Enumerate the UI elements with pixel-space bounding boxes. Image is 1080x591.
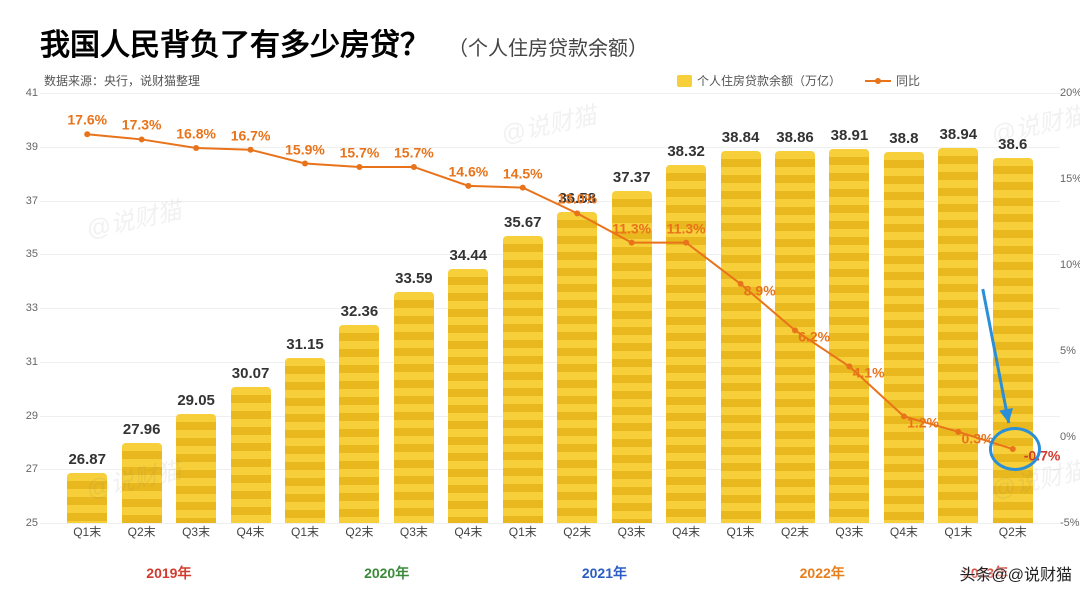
line-swatch-icon [865,80,891,82]
chart-container: 我国人民背负了有多少房贷？ （个人住房贷款余额） 数据来源：央行，说财猫整理 个… [0,0,1080,591]
x-tick: Q2末 [999,523,1027,540]
x-tick: Q4末 [454,523,482,540]
y-left-tick: 39 [12,141,38,153]
legend-bar: 个人住房贷款余额（万亿） [677,72,841,89]
y-left-tick: 37 [12,195,38,207]
year-label: 2021年 [582,563,627,583]
x-tick: Q1末 [291,523,319,540]
pct-labels-layer: 17.6% 17.3% 16.8% 16.7% 15.9% 15.7% 15.7% 14.6%… [40,93,1060,523]
y-left-tick: 27 [12,463,38,475]
x-tick: Q3末 [400,523,428,540]
legend-line: 同比 [865,72,920,89]
year-label: 2022年 [800,563,845,583]
y-axis-right: -5%0%5%10%15%20% [1060,93,1080,523]
meta-row: 数据来源：央行，说财猫整理 个人住房贷款余额（万亿） 同比 [44,72,1060,89]
year-label: 2020年 [364,563,409,583]
x-tick: Q3末 [835,523,863,540]
x-tick: Q2末 [128,523,156,540]
y-left-tick: 35 [12,248,38,260]
y-right-tick: 20% [1060,87,1080,99]
x-tick: Q1末 [73,523,101,540]
y-left-tick: 33 [12,302,38,314]
pct-label: 14.5% [503,165,543,181]
x-tick: Q4末 [672,523,700,540]
pct-label: 1.2% [907,415,939,431]
y-right-tick: 5% [1060,345,1080,357]
pct-label: 14.6% [448,163,488,179]
pct-label: 16.8% [176,126,216,142]
legend: 个人住房贷款余额（万亿） 同比 [677,72,920,89]
y-axis-left: 252729313335373941 [12,93,38,523]
plot-area: 252729313335373941 -5%0%5%10%15%20% 26.8… [40,93,1060,523]
legend-bar-label: 个人住房贷款余额（万亿） [697,72,841,89]
y-right-tick: 10% [1060,259,1080,271]
x-tick: Q2末 [563,523,591,540]
pct-label: 11.3% [667,220,706,236]
money-bag-icon [677,75,692,87]
y-right-tick: -5% [1060,517,1080,529]
pct-label: 15.7% [394,145,434,161]
y-left-tick: 25 [12,517,38,529]
pct-label: 6.2% [798,329,830,345]
x-tick: Q1末 [727,523,755,540]
x-tick: Q2末 [781,523,809,540]
pct-label: 13.0% [557,191,597,207]
x-tick: Q2末 [345,523,373,540]
x-tick: Q3末 [182,523,210,540]
x-tick: Q1末 [509,523,537,540]
y-left-tick: 29 [12,410,38,422]
y-right-tick: 0% [1060,431,1080,443]
pct-label: 11.3% [612,220,651,236]
subtitle: （个人住房贷款余额） [448,32,648,61]
pct-label: 4.1% [853,365,885,381]
pct-label: 15.9% [285,141,325,157]
legend-line-label: 同比 [896,72,920,89]
x-axis: Q1末 Q2末 Q3末 Q4末 Q1末 Q2末 Q3末 Q4末 Q1末 Q2末 Q3末 Q4末 Q1末 Q… [40,523,1060,543]
main-title: 我国人民背负了有多少房贷？ [40,20,430,64]
pct-label: 0.3% [962,430,994,446]
year-label: 2019年 [146,563,191,583]
x-tick: Q3末 [618,523,646,540]
pct-label: -0.7% [1024,447,1061,463]
credit-text: 头条@@说财猫 [960,561,1073,585]
y-left-tick: 41 [12,87,38,99]
data-source-text: 数据来源：央行，说财猫整理 [44,72,200,89]
pct-label: 17.6% [67,112,107,128]
x-tick: Q1末 [944,523,972,540]
pct-label: 15.7% [340,145,380,161]
y-right-tick: 15% [1060,173,1080,185]
pct-label: 16.7% [231,127,271,143]
x-tick: Q4末 [890,523,918,540]
title-row: 我国人民背负了有多少房贷？ （个人住房贷款余额） [40,20,1060,64]
pct-label: 17.3% [122,117,162,133]
pct-label: 8.9% [744,282,776,298]
x-tick: Q4末 [237,523,265,540]
y-left-tick: 31 [12,356,38,368]
